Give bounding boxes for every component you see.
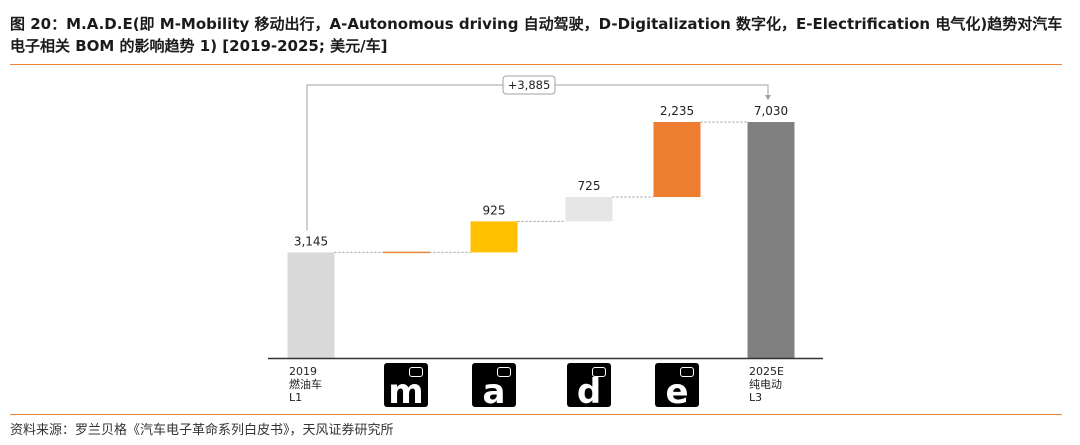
bar-2 [470,221,518,253]
bar-4 [653,122,701,198]
electrification-icon: e [655,363,699,407]
icon-decoration [592,367,606,377]
chart-title: 图 20：M.A.D.E(即 M-Mobility 移动出行，A-Autonom… [10,15,1063,55]
value-label-2: 925 [483,203,506,217]
electrification-letter: e [665,372,689,407]
category-label-0: 2019 燃油车 L1 [289,365,322,404]
digitalization-icon: d [567,363,611,407]
annotation-box [502,75,556,95]
autonomous-icon: a [472,363,516,407]
footer-divider [10,414,1062,415]
icon-decoration [409,367,423,377]
icon-decoration [680,367,694,377]
icon-decoration [497,367,511,377]
source-note: 资料来源：罗兰贝格《汽车电子革命系列白皮书》，天风证券研究所 [10,423,394,438]
mobility-icon: m [384,363,428,407]
annotation-label: +3,885 [508,78,551,92]
digitalization-letter: d [576,372,602,407]
category-label-5: 2025E 纯电动 L3 [749,365,784,404]
title-divider [10,64,1062,65]
bar-0 [287,252,335,358]
bar-5 [747,122,795,358]
value-label-4: 2,235 [660,104,694,118]
mobility-letter: m [388,372,424,407]
value-label-3: 725 [578,179,601,193]
value-label-0: 3,145 [294,234,328,248]
value-label-5: 7,030 [754,104,788,118]
bracket-arrow [765,95,771,100]
bar-3 [565,197,613,222]
autonomous-letter: a [482,372,506,407]
